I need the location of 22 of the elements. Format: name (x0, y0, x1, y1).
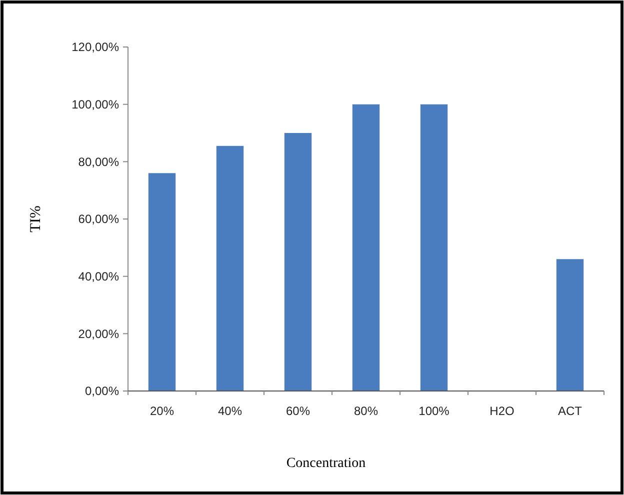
x-tick-label: 100% (418, 404, 450, 418)
bar (556, 259, 584, 391)
y-tick-label: 60,00% (78, 212, 120, 226)
x-tick-label: ACT (558, 404, 583, 418)
bar (148, 173, 176, 391)
x-tick-label: 40% (218, 404, 242, 418)
y-tick-label: 120,00% (72, 40, 120, 54)
bar (352, 104, 380, 391)
x-tick-label: 80% (354, 404, 378, 418)
y-axis-title: TI% (28, 206, 44, 232)
x-tick-label: 60% (286, 404, 310, 418)
bar (420, 104, 448, 391)
x-tick-label: H2O (490, 404, 514, 418)
y-tick-label: 100,00% (72, 98, 120, 112)
bar (284, 133, 312, 391)
x-axis-title: Concentration (286, 456, 366, 471)
bar (216, 146, 244, 391)
y-tick-label: 80,00% (78, 154, 120, 169)
x-tick-label: 20% (150, 404, 174, 418)
y-tick-label: 40,00% (78, 270, 120, 284)
y-tick-label: 20,00% (78, 326, 120, 341)
y-tick-label: 0,00% (84, 384, 120, 398)
